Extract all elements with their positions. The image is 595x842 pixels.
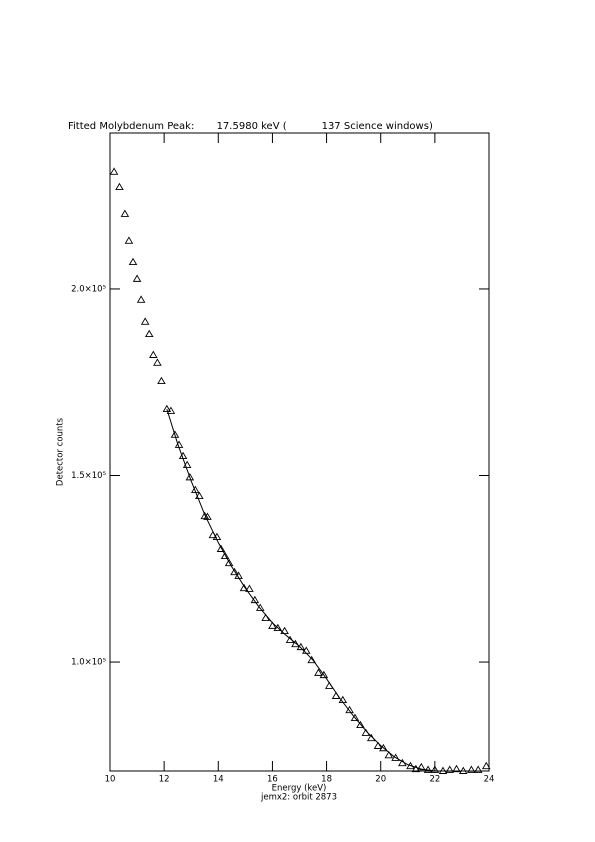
data-point [120,209,130,217]
data-point [384,750,394,759]
data-point [268,621,277,629]
data-point [195,491,204,499]
data-point [153,358,162,366]
data-point [482,761,491,770]
data-point [307,655,316,664]
data-point [149,350,158,358]
data-point [273,623,283,632]
x-tick-label: 18 [321,775,332,785]
data-point [291,639,300,648]
x-tick-label: 24 [484,775,495,785]
data-point [245,584,254,592]
data-point [216,544,226,552]
y-tick-label: 1.5×10⁵ [71,471,106,481]
data-point [190,485,200,494]
data-point [128,257,138,266]
data-point [345,705,354,714]
data-point [379,743,388,752]
data-point [136,295,146,303]
data-point [239,583,249,592]
x-tick-label: 12 [159,775,170,785]
x-tick-label: 16 [267,775,278,785]
data-point [430,765,440,773]
data-point [319,670,329,679]
data-point [255,603,265,611]
data-point [411,764,421,773]
y-axis-label: Detector counts [56,417,66,486]
data-point [467,765,476,773]
data-point [356,720,365,729]
x-axis-label: Energy (keV) [272,784,327,794]
x-tick-label: 14 [213,775,224,785]
data-point [350,713,360,721]
data-point [224,558,234,567]
x-tick-label: 22 [429,775,440,785]
data-point [185,472,195,481]
data-point [109,167,119,175]
data-point [438,766,448,774]
x-tick-label: 20 [375,775,386,785]
data-point [157,376,166,385]
data-point [115,182,124,191]
data-point [162,404,172,413]
data-point [373,741,383,749]
data-point [417,762,426,771]
data-point [220,551,230,560]
data-point [445,765,455,773]
data-point [140,317,150,325]
chart-title: Fitted Molybdenum Peak: 17.5980 keV ( 13… [68,121,433,132]
y-tick-label: 2.0×10⁵ [71,284,106,294]
data-point [280,626,289,635]
data-point [458,766,468,774]
data-point [132,274,142,282]
plot-frame [109,132,490,772]
data-point [391,753,400,761]
y-tick-label: 1.0×10⁵ [71,658,106,668]
data-point [144,329,154,338]
data-point [285,635,295,643]
fit-line [166,408,435,772]
data-point [124,236,134,244]
data-point [230,567,239,576]
data-point [170,430,180,438]
data-point [473,765,483,773]
footer: jemx2: orbit 2873 [260,793,337,803]
data-point [314,668,323,676]
data-point [452,764,461,773]
data-point [166,406,176,414]
x-tick-label: 10 [105,775,116,785]
